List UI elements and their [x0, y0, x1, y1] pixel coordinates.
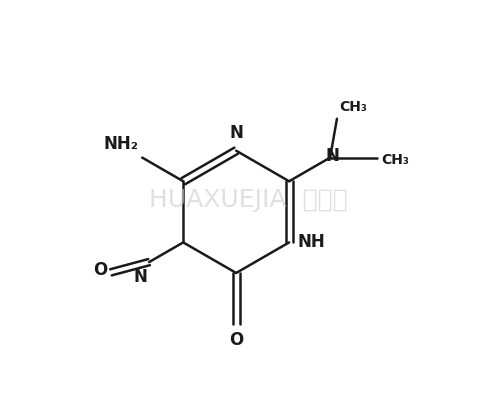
Text: N: N	[133, 268, 147, 286]
Text: O: O	[229, 331, 244, 349]
Text: NH: NH	[298, 234, 325, 252]
Text: CH₃: CH₃	[339, 100, 367, 114]
Text: NH₂: NH₂	[103, 135, 138, 153]
Text: O: O	[93, 261, 107, 279]
Text: HUAXUEJIA  化学加: HUAXUEJIA 化学加	[149, 188, 347, 212]
Text: N: N	[229, 124, 243, 142]
Text: CH₃: CH₃	[381, 152, 409, 166]
Text: N: N	[325, 147, 339, 165]
